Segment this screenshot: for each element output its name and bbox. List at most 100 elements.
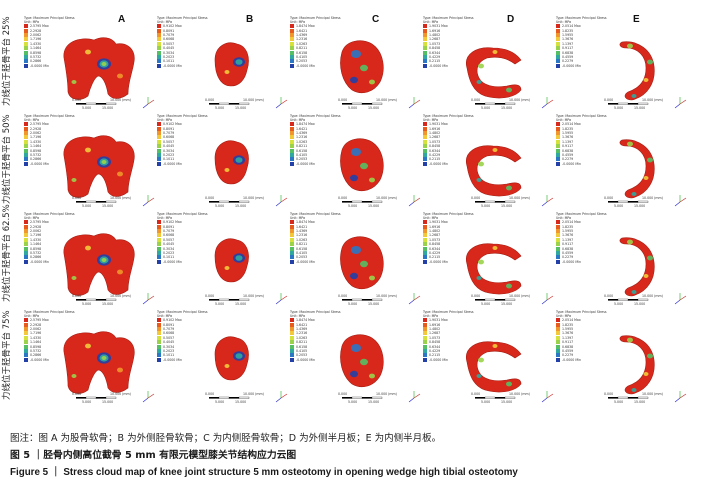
- figure-caption-title-cn: 图 5 ｜胫骨内侧高位截骨 5 mm 有限元模型膝关节结构应力云图: [10, 450, 297, 461]
- legend-swatch: [24, 353, 28, 358]
- legend-value: 0.2023: [163, 152, 175, 157]
- stress-hotspot: [643, 274, 649, 278]
- legend-value: 1.0573: [429, 139, 441, 144]
- stress-legend: Type: Maximum Principal Stress Unit: MPa 0…: [157, 114, 209, 166]
- scale-label-mid2: 15.000: [368, 302, 380, 306]
- legend-swatch: [423, 233, 427, 238]
- legend-entry: 1.8235: [556, 28, 608, 33]
- legend-swatch: [290, 220, 294, 225]
- legend-swatch: [556, 237, 560, 242]
- scale-label-start: 0.000: [338, 392, 348, 396]
- legend-value: 1.7196: [30, 233, 42, 238]
- stress-hotspot: [360, 358, 368, 366]
- axis-triad-icon: [408, 97, 421, 109]
- stress-legend: Type: Maximum Principal Stress Unit: MPa 2…: [24, 310, 76, 362]
- legend-value: 0.4105: [296, 54, 308, 59]
- legend-swatch: [556, 148, 560, 153]
- legend-swatch: [157, 344, 161, 349]
- legend-swatch: [290, 135, 294, 140]
- legend-value: 2.2928: [30, 28, 42, 33]
- legend-entry: 2.5795 Max: [24, 220, 76, 225]
- legend-entry: 0.6344: [423, 344, 475, 349]
- legend-entry: 1.1464: [24, 242, 76, 247]
- legend-swatch: [24, 246, 28, 251]
- stress-legend: Type: Maximum Principal Stress Unit: MPa 0…: [157, 16, 209, 68]
- legend-value: 0.4559: [562, 152, 574, 157]
- stress-hotspot: [369, 79, 375, 85]
- legend-value: 1.2687: [429, 233, 441, 238]
- cartilage-shape: [466, 243, 522, 295]
- column-letter-b: B: [246, 14, 254, 25]
- stress-hotspot: [85, 343, 91, 349]
- legend-swatch: [290, 259, 294, 264]
- legend-value: 0.2053: [296, 59, 308, 64]
- axis-triad-icon: [674, 195, 687, 207]
- legend-title-line: Type: Maximum Principal Stress: [290, 310, 341, 314]
- legend-swatch: [290, 348, 294, 353]
- legend-swatch: [556, 242, 560, 247]
- legend-entry: 0.2279: [556, 255, 608, 260]
- stress-hotspot: [71, 80, 77, 84]
- stress-legend: Type: Maximum Principal Stress Unit: MPa 2…: [556, 16, 608, 68]
- legend-swatch: [157, 148, 161, 153]
- legend-value: 2.0514 Max: [562, 122, 581, 127]
- scale-label-start: 0.000: [72, 98, 82, 102]
- legend-swatch: [24, 318, 28, 323]
- legend-swatch: [556, 344, 560, 349]
- stress-legend: Type: Maximum Principal Stress Unit: MPa 1…: [290, 310, 342, 362]
- legend-title-line: Unit: MPa: [24, 216, 40, 220]
- cartilage-shape: [214, 238, 249, 283]
- stress-hotspot: [631, 94, 637, 98]
- legend-swatch: [290, 63, 294, 68]
- legend-swatch: [423, 28, 427, 33]
- scale-label-start: 0.000: [205, 98, 215, 102]
- stress-map-d-3: Type: Maximum Principal Stress Unit: MPa 1…: [423, 212, 560, 310]
- scale-label-mid: 5.000: [215, 302, 225, 306]
- legend-swatch: [157, 126, 161, 131]
- scale-label-start: 0.000: [604, 294, 614, 298]
- legend-entry: 1.7196: [24, 135, 76, 140]
- legend-swatch: [423, 353, 427, 358]
- stress-hotspot: [476, 374, 482, 378]
- stress-hotspot: [647, 157, 653, 163]
- legend-value: 0.2115: [429, 353, 441, 358]
- legend-entry: -0.0000 Min: [423, 161, 475, 166]
- scale-label-end: 10.000 (mm): [509, 392, 530, 396]
- legend-entry: 0.4229: [423, 54, 475, 59]
- legend-entry: 0.7079: [157, 228, 209, 233]
- legend-value: 1.4802: [429, 32, 441, 37]
- legend-value: 0.6344: [429, 148, 441, 153]
- legend-swatch: [423, 144, 427, 149]
- legend-swatch: [157, 24, 161, 29]
- legend-entry: 0.2023: [157, 54, 209, 59]
- legend-entry: 0.5732: [24, 250, 76, 255]
- legend-title-line: Unit: MPa: [157, 216, 173, 220]
- legend-swatch: [24, 37, 28, 42]
- legend-swatch: [24, 348, 28, 353]
- legend-value: 0.4559: [562, 250, 574, 255]
- scale-bar: [475, 396, 516, 399]
- fem-model-render: [466, 341, 554, 403]
- legend-swatch: [423, 220, 427, 225]
- legend-swatch: [24, 50, 28, 55]
- legend-value: 0.2053: [296, 353, 308, 358]
- legend-swatch: [24, 335, 28, 340]
- scale-label-end: 10.000 (mm): [110, 196, 131, 200]
- fem-model-render: [340, 138, 421, 207]
- legend-value: 2.0062: [30, 326, 42, 331]
- legend-swatch: [423, 237, 427, 242]
- legend-value: 0.5057: [163, 335, 175, 340]
- scale-label-mid: 5.000: [215, 400, 225, 404]
- legend-swatch: [24, 152, 28, 157]
- legend-value: 0.9117: [562, 340, 574, 345]
- legend-swatch: [556, 130, 560, 135]
- legend-value: -0.0000 Min: [296, 161, 315, 166]
- cartilage-shape: [63, 37, 135, 100]
- legend-value: 1.4802: [429, 326, 441, 331]
- stress-hotspot: [643, 176, 649, 180]
- legend-value: 1.8474 Max: [296, 220, 315, 225]
- stress-hotspot: [85, 147, 91, 153]
- scale-label-end: 10.000 (mm): [243, 98, 264, 102]
- column-letter-a: A: [118, 14, 126, 25]
- legend-entry: 1.4802: [423, 228, 475, 233]
